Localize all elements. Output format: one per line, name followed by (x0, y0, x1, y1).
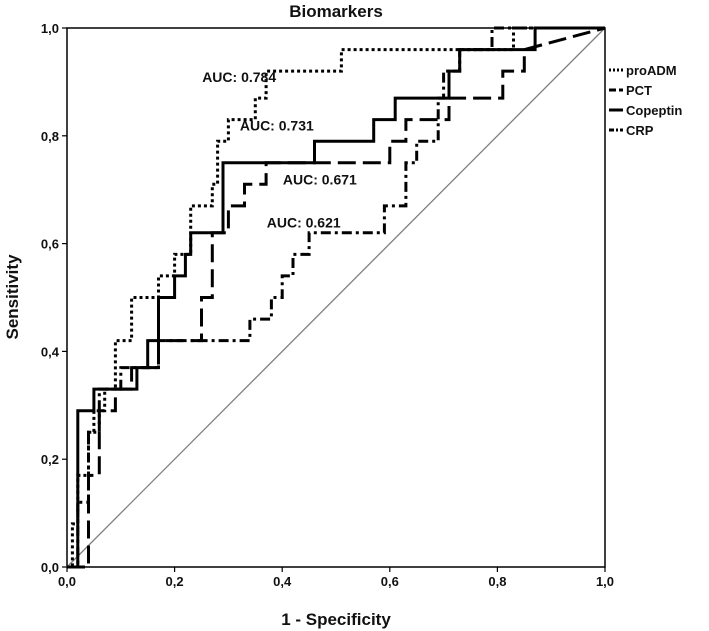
axis-ticks: 0,0 0,2 0,4 0,6 0,8 1,0 0,0 0,2 0,4 0,6 0,8 1,0 (41, 21, 614, 589)
legend-label-crp: CRP (626, 123, 654, 138)
legend-label-pct: PCT (626, 83, 652, 98)
auc-label-pct: AUC: 0.731 (240, 117, 314, 133)
chart-title: Biomarkers (289, 2, 383, 21)
x-tick-label: 0,4 (273, 574, 292, 589)
legend: proADM PCT Copeptin CRP (609, 63, 682, 138)
y-tick-label: 0,4 (41, 344, 60, 359)
y-tick-label: 0,0 (41, 560, 59, 575)
x-tick-label: 0,8 (488, 574, 506, 589)
x-tick-label: 0,6 (381, 574, 399, 589)
y-tick-label: 0,2 (41, 452, 59, 467)
y-tick-label: 0,6 (41, 237, 59, 252)
plot-frame (66, 27, 606, 568)
legend-label-proadm: proADM (626, 63, 677, 78)
auc-labels: AUC: 0.784 AUC: 0.731 AUC: 0.671 AUC: 0.621 (202, 69, 357, 231)
roc-curve-copeptin (67, 26, 605, 569)
auc-label-crp: AUC: 0.621 (267, 214, 341, 230)
auc-label-copeptin: AUC: 0.671 (283, 171, 357, 187)
y-tick-label: 0,8 (41, 129, 59, 144)
x-tick-label: 0,0 (58, 574, 76, 589)
roc-curves (67, 26, 606, 569)
x-tick-label: 1,0 (596, 574, 614, 589)
x-axis-label: 1 - Specificity (281, 610, 391, 629)
x-tick-label: 0,2 (166, 574, 184, 589)
legend-label-copeptin: Copeptin (626, 103, 682, 118)
roc-curve-crp (67, 26, 605, 569)
auc-label-proadm: AUC: 0.784 (202, 69, 276, 85)
roc-curve-pct (67, 26, 606, 569)
plot-axes (66, 27, 606, 568)
y-axis-label: Sensitivity (3, 254, 22, 340)
y-tick-label: 1,0 (41, 21, 59, 36)
reference-diagonal-line (66, 27, 606, 568)
